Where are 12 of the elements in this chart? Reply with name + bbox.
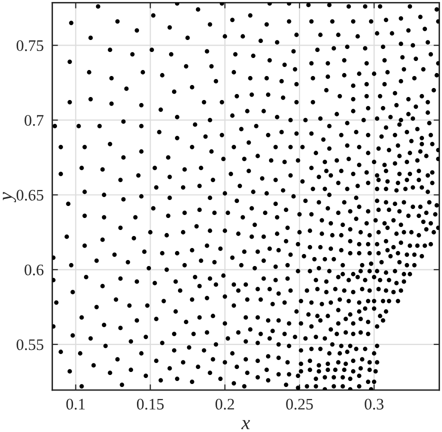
x-tick-label: 0.1: [66, 398, 85, 410]
y-tick-label: 0.55: [16, 339, 44, 350]
x-tick-label: 0.15: [136, 398, 164, 410]
y-axis-title: y: [2, 192, 16, 202]
x-tick-label: 0.2: [216, 398, 234, 410]
y-tick-label: 0.75: [16, 40, 44, 52]
x-tick-label: 0.25: [286, 398, 313, 410]
x-tick-label: 0.3: [364, 398, 384, 410]
y-tick-label: 0.7: [24, 115, 44, 126]
y-tick-label: 0.65: [16, 190, 44, 201]
x-axis-title: x: [241, 420, 250, 430]
y-tick-label: 0.6: [24, 264, 44, 276]
